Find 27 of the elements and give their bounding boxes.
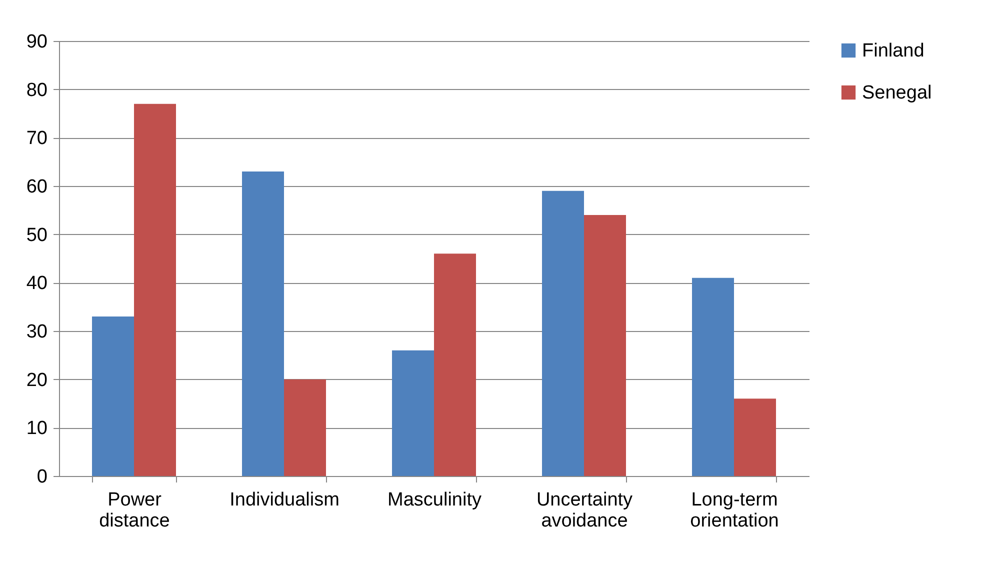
bar [392, 350, 434, 476]
y-tick-label: 0 [36, 466, 48, 488]
y-tick-label: 50 [26, 224, 48, 246]
bar [434, 254, 476, 476]
x-tick-label: Masculinity [388, 490, 482, 510]
y-tick-label: 80 [26, 80, 48, 101]
bar [242, 172, 284, 476]
bar [584, 215, 626, 476]
legend-label: Finland [862, 40, 924, 62]
bar [542, 190, 584, 476]
bar [284, 379, 326, 476]
y-tick-label: 40 [26, 273, 48, 294]
y-tick-label: 20 [26, 370, 48, 391]
x-tick-label: Long-term orientation [690, 490, 779, 532]
x-tick-label: Uncertainty avoidance [536, 490, 634, 532]
bar [134, 104, 176, 476]
y-tick-label: 60 [26, 176, 48, 198]
bar [92, 316, 134, 476]
y-tick-label: 10 [26, 418, 48, 440]
y-tick-label: 30 [26, 322, 48, 342]
x-tick-label: Power distance [99, 490, 170, 532]
bar [692, 278, 734, 476]
x-tick-label: Individualism [230, 490, 340, 510]
bar [734, 398, 776, 476]
legend-label: Senegal [862, 82, 932, 104]
y-tick-label: 70 [26, 128, 48, 150]
y-tick-label: 90 [26, 32, 48, 52]
